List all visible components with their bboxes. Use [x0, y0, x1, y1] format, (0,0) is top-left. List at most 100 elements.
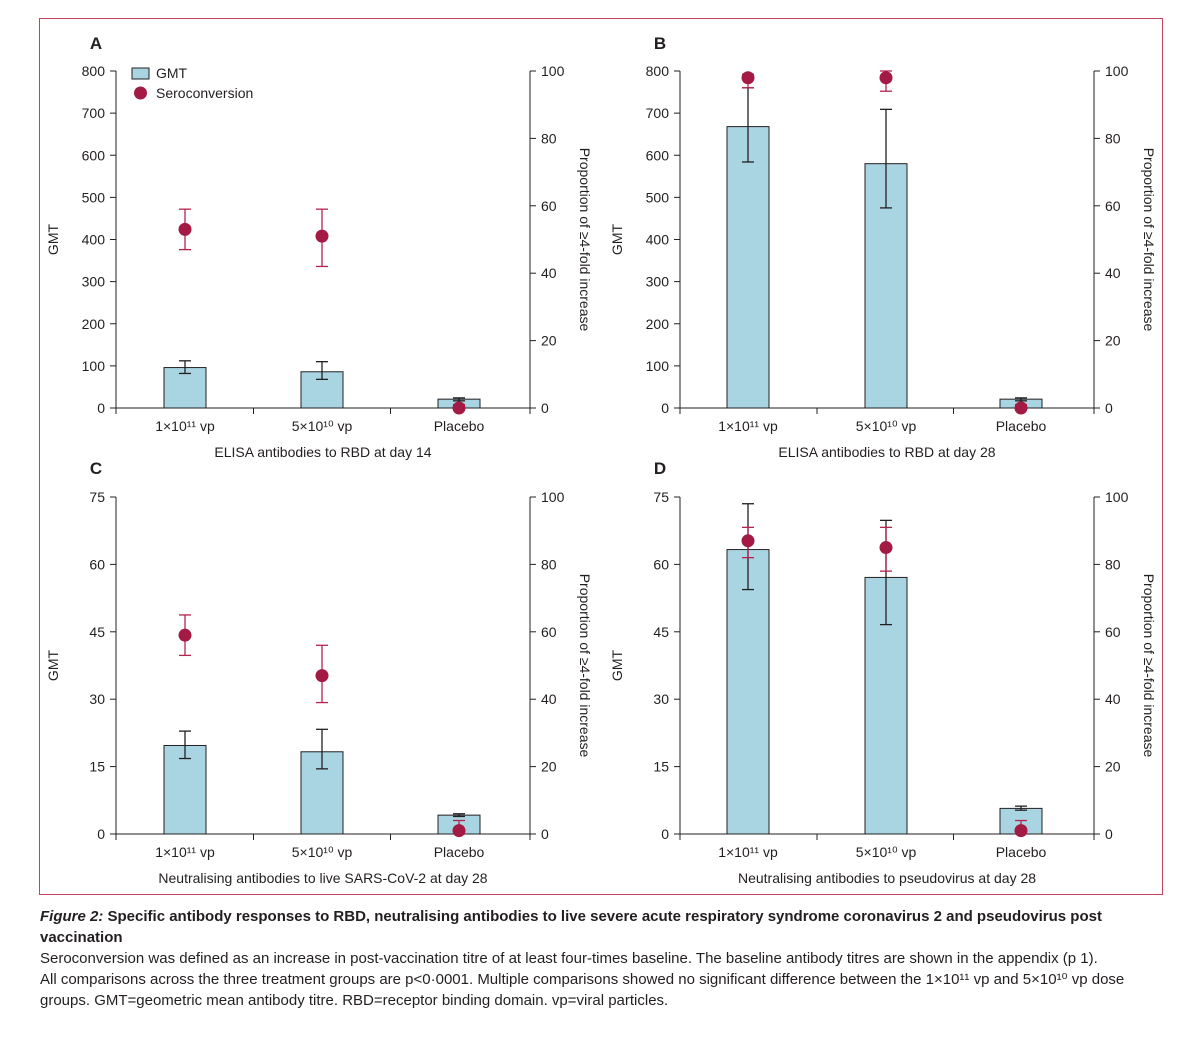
- panel-c-left-tick-label: 30: [89, 691, 105, 707]
- panel-a-title: ELISA antibodies to RBD at day 14: [214, 444, 431, 460]
- panel-d-left-tick-label: 45: [653, 624, 669, 640]
- panel-c-right-tick-label: 100: [541, 489, 565, 505]
- panel-d-seroconversion-point: [741, 534, 755, 548]
- panel-b-left-tick-label: 700: [646, 105, 670, 121]
- panel-a-left-tick-label: 100: [82, 358, 106, 374]
- panel-c-title: Neutralising antibodies to live SARS-CoV…: [158, 870, 487, 886]
- panel-b-y2label: Proportion of ≥4-fold increase: [1141, 148, 1157, 332]
- panel-c-category-label: 5×10¹⁰ vp: [292, 844, 353, 860]
- panel-a-left-tick-label: 400: [82, 232, 106, 248]
- panel-c-left-tick-label: 75: [89, 489, 105, 505]
- panel-a-gmt-bar: [163, 367, 207, 409]
- panel-b-ylabel: GMT: [609, 224, 625, 256]
- panel-c-category-label: Placebo: [434, 844, 485, 860]
- figure-charts: A0100200300400500600700800GMT02040608010…: [45, 34, 1157, 886]
- panel-d-category-label: 5×10¹⁰ vp: [856, 844, 917, 860]
- figure-caption: Figure 2: Specific antibody responses to…: [40, 906, 1160, 1011]
- panel-b-left-tick-label: 100: [646, 358, 670, 374]
- panel-b-left-tick-label: 800: [646, 63, 670, 79]
- panel-c-right-tick-label: 0: [541, 826, 549, 842]
- panel-a-right-tick-label: 40: [541, 265, 557, 281]
- panel-c-y2label: Proportion of ≥4-fold increase: [577, 574, 593, 758]
- panel-a-seroconversion-point: [178, 222, 192, 236]
- panel-c-left-tick-label: 45: [89, 624, 105, 640]
- panel-a-category-label: 5×10¹⁰ vp: [292, 418, 353, 434]
- panel-b-category-label: Placebo: [996, 418, 1047, 434]
- panel-a-left-tick-label: 800: [82, 63, 106, 79]
- panel-a-seroconversion-point: [315, 229, 329, 243]
- panel-a-legend-gmt-swatch: [131, 67, 150, 80]
- panel-d-right-tick-label: 60: [1105, 624, 1121, 640]
- panel-b-left-tick-label: 400: [646, 232, 670, 248]
- panel-a-category-label: 1×10¹¹ vp: [155, 418, 215, 434]
- panel-c-right-tick-label: 40: [541, 691, 557, 707]
- panel-c-right-tick-label: 60: [541, 624, 557, 640]
- panel-a-right-tick-label: 60: [541, 198, 557, 214]
- panel-d-left-tick-label: 75: [653, 489, 669, 505]
- panel-a-legend-seroconversion-label: Seroconversion: [156, 85, 253, 101]
- panel-d-title: Neutralising antibodies to pseudovirus a…: [738, 870, 1036, 886]
- panel-a-legend-gmt-label: GMT: [156, 65, 188, 81]
- caption-line-1: Seroconversion was defined as an increas…: [40, 950, 1098, 967]
- panel-c-seroconversion-point: [315, 669, 329, 683]
- panel-d-right-tick-label: 0: [1105, 826, 1113, 842]
- panel-c-label: C: [90, 459, 102, 478]
- panel-a-label: A: [90, 34, 102, 53]
- panel-d-seroconversion-point: [1014, 824, 1028, 838]
- panel-b-seroconversion-point: [741, 71, 755, 85]
- panel-d-ylabel: GMT: [609, 650, 625, 682]
- panel-a-right-tick-label: 80: [541, 130, 557, 146]
- panel-b-seroconversion-point: [1014, 401, 1028, 415]
- panel-c-left-tick-label: 15: [89, 759, 105, 775]
- panel-b-title: ELISA antibodies to RBD at day 28: [778, 444, 995, 460]
- panel-a-ylabel: GMT: [45, 224, 61, 256]
- panel-d-left-tick-label: 0: [661, 826, 669, 842]
- panel-a-y2label: Proportion of ≥4-fold increase: [577, 148, 593, 332]
- panel-c-left-tick-label: 0: [97, 826, 105, 842]
- panel-a-left-tick-label: 700: [82, 105, 106, 121]
- panel-a-right-tick-label: 0: [541, 400, 549, 416]
- panel-a-right-tick-label: 20: [541, 333, 557, 349]
- panel-b-left-tick-label: 0: [661, 400, 669, 416]
- panel-c-right-tick-label: 80: [541, 556, 557, 572]
- caption-title: Figure 2: Specific antibody responses to…: [40, 906, 1160, 948]
- panel-b-left-tick-label: 300: [646, 274, 670, 290]
- panel-d-seroconversion-point: [879, 541, 893, 555]
- panel-d-right-tick-label: 20: [1105, 759, 1121, 775]
- panel-b-right-tick-label: 100: [1105, 63, 1129, 79]
- panel-c-ylabel: GMT: [45, 650, 61, 682]
- panel-a-left-tick-label: 500: [82, 189, 106, 205]
- panel-d-category-label: Placebo: [996, 844, 1047, 860]
- panel-b-right-tick-label: 0: [1105, 400, 1113, 416]
- figure-frame: [39, 18, 1163, 895]
- panel-d-right-tick-label: 100: [1105, 489, 1129, 505]
- panel-b-left-tick-label: 500: [646, 189, 670, 205]
- panel-a-legend-seroconversion-marker: [134, 86, 147, 100]
- panel-b-seroconversion-point: [879, 71, 893, 85]
- panel-d-y2label: Proportion of ≥4-fold increase: [1141, 574, 1157, 758]
- panel-d-left-tick-label: 60: [653, 556, 669, 572]
- panel-c-right-tick-label: 20: [541, 759, 557, 775]
- caption-title-text: Specific antibody responses to RBD, neut…: [40, 908, 1102, 946]
- panel-b-left-tick-label: 600: [646, 147, 670, 163]
- panel-b-right-tick-label: 80: [1105, 130, 1121, 146]
- panel-c-gmt-bar: [163, 744, 207, 835]
- panel-a-category-label: Placebo: [434, 418, 485, 434]
- panel-b-category-label: 1×10¹¹ vp: [718, 418, 778, 434]
- panel-a-left-tick-label: 0: [97, 400, 105, 416]
- panel-d-label: D: [654, 459, 666, 478]
- panel-d-gmt-bar: [726, 549, 770, 835]
- panel-a-seroconversion-point: [452, 401, 466, 415]
- caption-figure-label: Figure 2:: [40, 908, 104, 925]
- panel-a-left-tick-label: 600: [82, 147, 106, 163]
- panel-a-right-tick-label: 100: [541, 63, 565, 79]
- panel-b-right-tick-label: 20: [1105, 333, 1121, 349]
- panel-a-gmt-bar: [300, 371, 344, 409]
- panel-d-left-tick-label: 15: [653, 759, 669, 775]
- caption-line-2: All comparisons across the three treatme…: [40, 971, 1125, 1009]
- panel-c-left-tick-label: 60: [89, 556, 105, 572]
- panel-b-label: B: [654, 34, 666, 53]
- panel-b-right-tick-label: 40: [1105, 265, 1121, 281]
- panel-d-right-tick-label: 80: [1105, 556, 1121, 572]
- panel-c-seroconversion-point: [452, 824, 466, 838]
